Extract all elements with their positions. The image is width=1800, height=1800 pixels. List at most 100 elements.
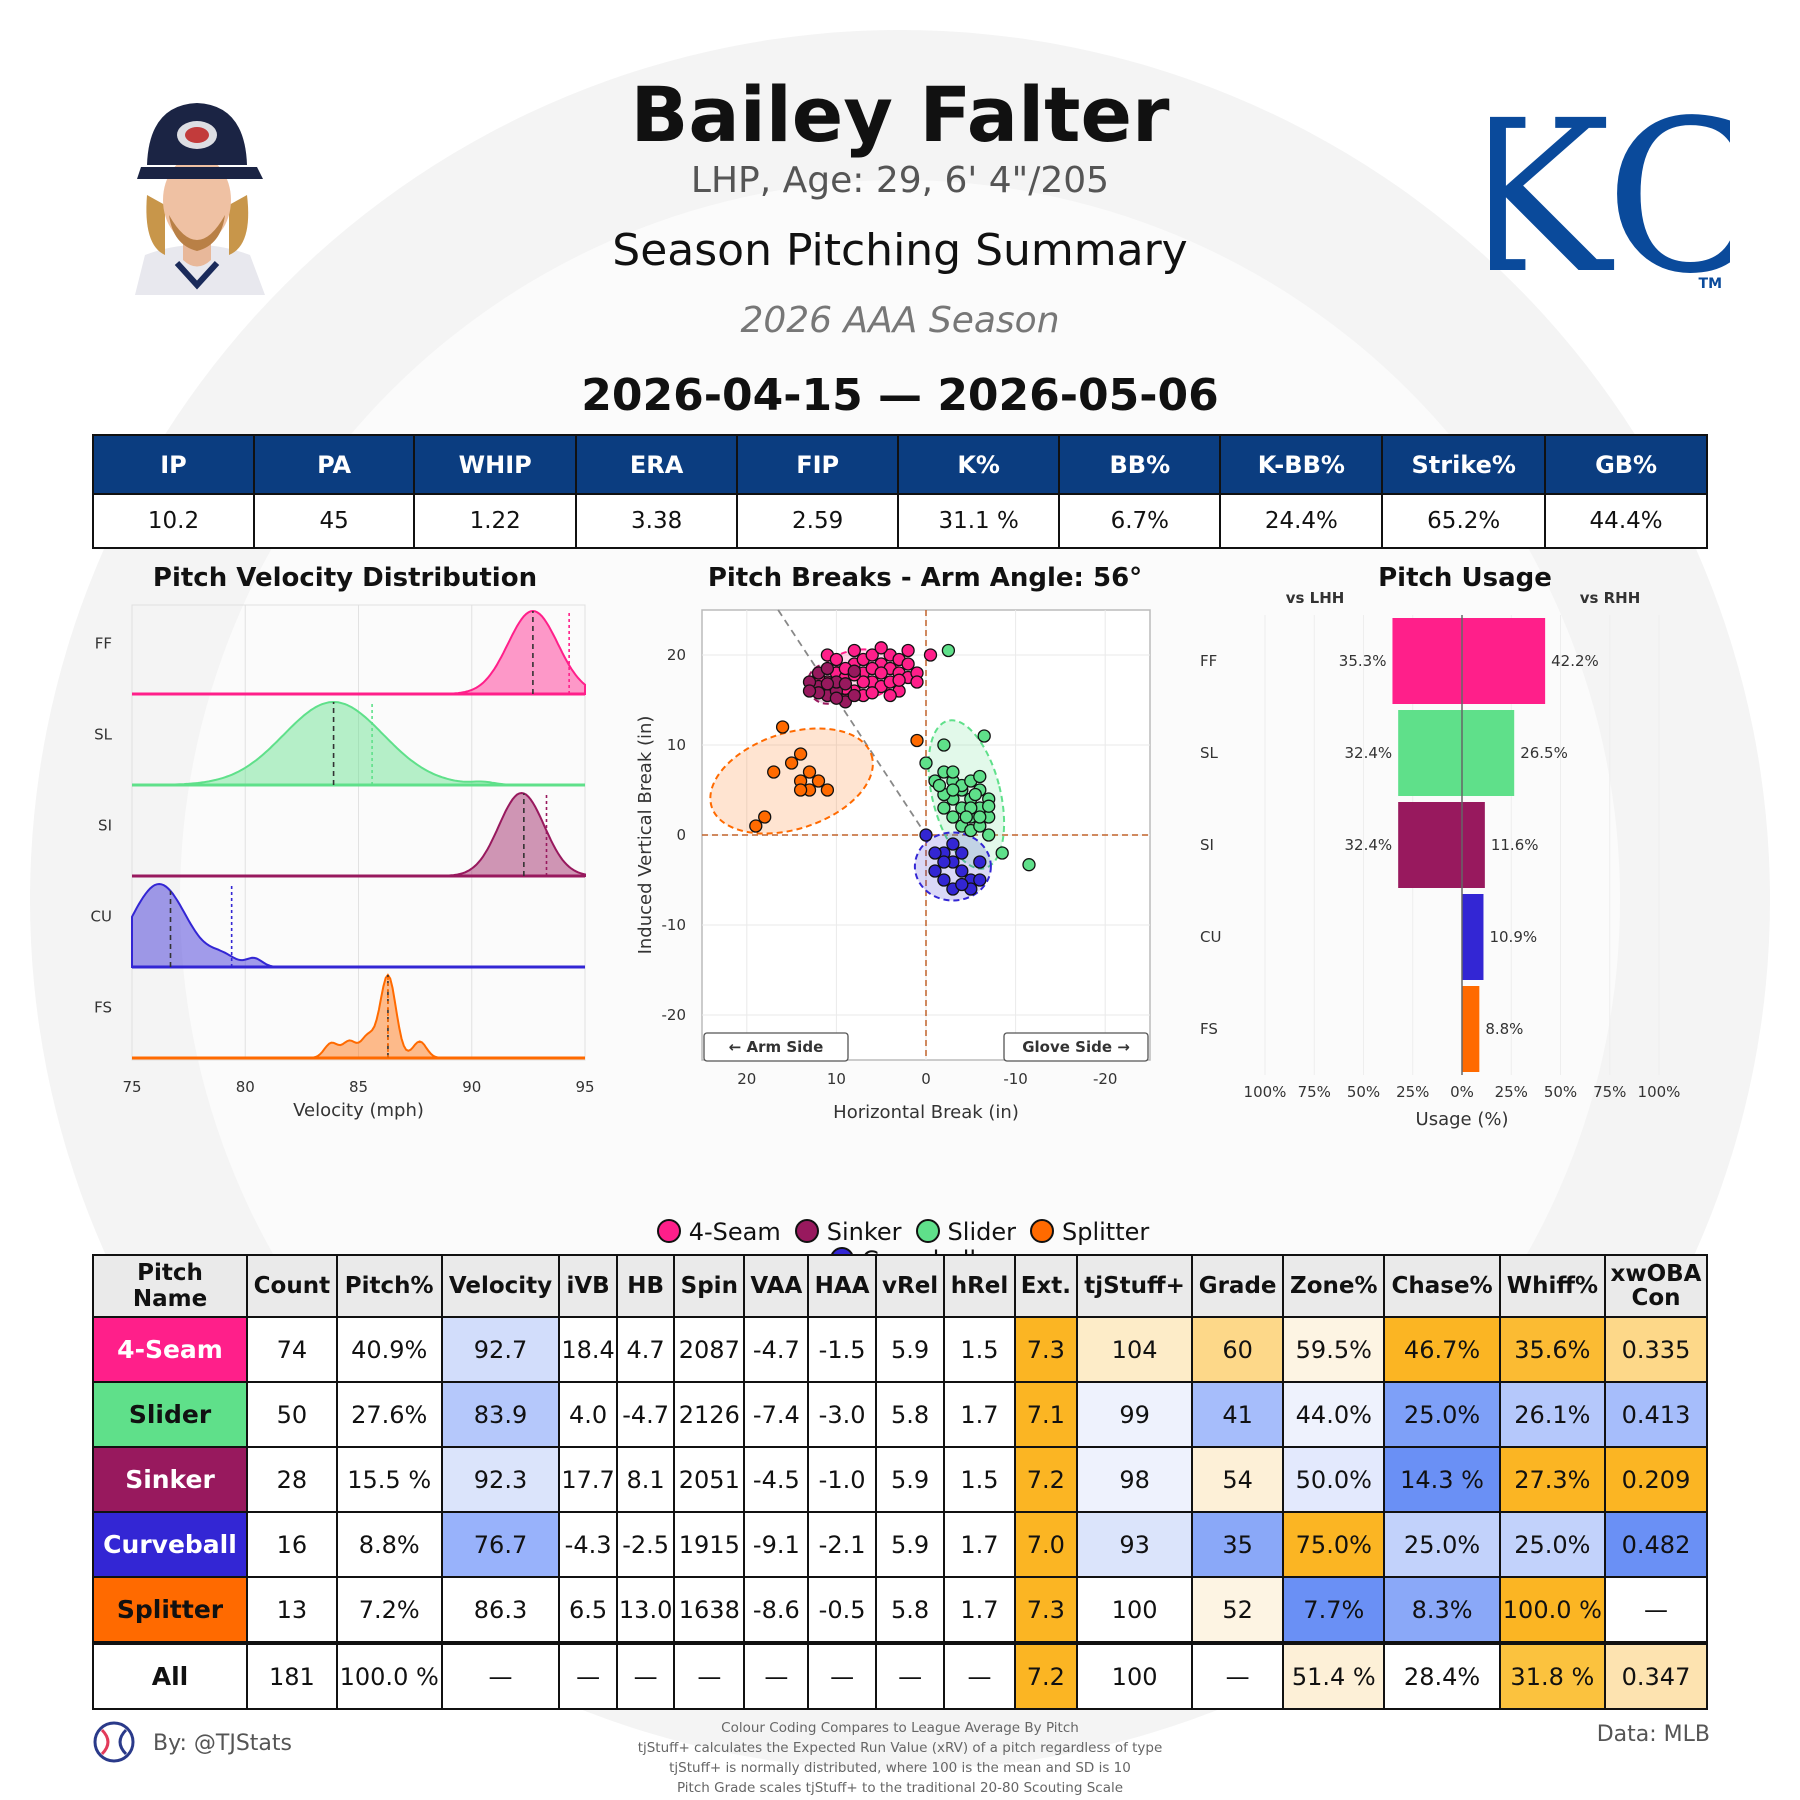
breaks-point-slider — [946, 783, 960, 797]
player-headshot — [125, 95, 270, 295]
stats-header-k-: K% — [897, 434, 1061, 495]
stats-header-whip: WHIP — [413, 434, 578, 495]
velocity-plot-frame — [131, 604, 586, 1061]
table-cell: 27.3% — [1498, 1446, 1607, 1513]
breaks-point-splitter — [758, 810, 772, 824]
table-row: 4-Seam 74 40.9% 92.7 18.4 4.7 2087 -4.7 -1.5 5.9 1… — [92, 1316, 1708, 1383]
pitch-table-header: hRel — [943, 1254, 1016, 1318]
usage-xtick-label: 50% — [1347, 1083, 1380, 1101]
usage-xlabel: Usage (%) — [1416, 1109, 1509, 1130]
stats-header-era: ERA — [575, 434, 739, 495]
table-cell: 1915 — [673, 1511, 746, 1578]
table-cell: 7.7% — [1282, 1576, 1386, 1644]
velocity-xtick-label: 95 — [575, 1078, 594, 1096]
stats-value-strike-: 65.2% — [1381, 493, 1547, 549]
velocity-row-label-ff: FF — [95, 635, 112, 653]
breaks-point-curveball — [955, 864, 969, 878]
breaks-point-4-seam — [829, 652, 844, 667]
usage-bar-rhh-cu — [1462, 894, 1484, 980]
usage-chart: 35.3% 42.2% FF 32.4% 26.5% SL 32.4% 11.6% SI 10.9… — [1200, 589, 1680, 1130]
table-cell: -1.5 — [807, 1316, 877, 1383]
table-cell: 41 — [1191, 1381, 1285, 1448]
usage-xtick-label: 25% — [1396, 1083, 1429, 1101]
breaks-point-slider — [932, 778, 947, 793]
pitch-table-header: Chase% — [1383, 1254, 1501, 1318]
breaks-point-4-seam — [874, 666, 888, 680]
stats-value-k-: 31.1 % — [897, 493, 1061, 549]
table-cell: 5.9 — [874, 1316, 946, 1383]
breaks-point-slider — [968, 787, 982, 802]
footer-note: Pitch Grade scales tjStuff+ to the tradi… — [676, 1780, 1124, 1796]
breaks-point-splitter — [784, 756, 799, 770]
arm-side-label: ← Arm Side — [729, 1038, 824, 1056]
table-cell: 75.0% — [1282, 1511, 1386, 1578]
pitch-table-header: Velocity — [440, 1254, 561, 1318]
table-cell: — — [615, 1641, 676, 1710]
team-logo-tm: TM — [1699, 276, 1722, 292]
pitch-legend: 4-SeamSinkerSliderSplitterCurveball — [580, 1218, 1240, 1274]
table-cell: 28.4% — [1383, 1641, 1501, 1710]
usage-bar-rhh-fs — [1462, 986, 1480, 1072]
table-cell: 7.2 — [1013, 1446, 1079, 1513]
table-cell: 74 — [246, 1316, 338, 1383]
table-cell: 50 — [246, 1381, 338, 1448]
breaks-point-4-seam — [923, 648, 938, 662]
breaks-xtick-label: 20 — [737, 1070, 756, 1088]
breaks-point-slider — [946, 765, 960, 779]
velocity-xlabel: Velocity (mph) — [293, 1100, 424, 1121]
footer-note: tjStuff+ calculates the Expected Run Val… — [637, 1740, 1163, 1756]
breaks-chart-title: Pitch Breaks - Arm Angle: 56° — [707, 563, 1143, 593]
tjstats-logo-icon — [93, 1721, 135, 1763]
breaks-xtick-label: -20 — [1093, 1070, 1118, 1088]
legend-label: Splitter — [1061, 1218, 1150, 1246]
velocity-xtick-label: 80 — [236, 1078, 255, 1096]
pitch-name-cell: 4-Seam — [92, 1316, 248, 1383]
velocity-row-label-cu: CU — [91, 908, 112, 926]
usage-bar-lhh-ff — [1392, 618, 1462, 704]
table-cell: 60 — [1191, 1316, 1285, 1383]
usage-xtick-label: 75% — [1298, 1083, 1331, 1101]
breaks-point-slider — [1022, 858, 1036, 872]
pitch-table-header: Pitch% — [335, 1254, 443, 1318]
usage-bar-rhh-sl — [1462, 710, 1515, 796]
table-row: Slider 50 27.6% 83.9 4.0 -4.7 2126 -7.4 -3.0 5.8 1… — [92, 1381, 1708, 1448]
breaks-point-curveball — [973, 855, 987, 869]
table-cell: — — [1604, 1576, 1708, 1644]
breaks-point-slider — [973, 810, 987, 824]
table-cell: 83.9 — [440, 1381, 561, 1448]
table-cell: 1.5 — [943, 1446, 1016, 1513]
footer-notes: Colour Coding Compares to League Average… — [600, 1718, 1200, 1798]
table-cell: — — [558, 1641, 618, 1710]
table-cell: 76.7 — [440, 1511, 561, 1578]
breaks-point-slider — [959, 810, 973, 824]
table-cell: 2087 — [673, 1316, 746, 1383]
breaks-point-4-seam — [883, 688, 897, 703]
table-row: Sinker 28 15.5 % 92.3 17.7 8.1 2051 -4.5 -1.0 5.9… — [92, 1446, 1708, 1513]
usage-xtick-label: 50% — [1544, 1083, 1577, 1101]
breaks-arm-angle-line — [777, 609, 927, 836]
table-cell: 44.0% — [1282, 1381, 1386, 1448]
pitch-table-header: Count — [246, 1254, 338, 1318]
table-cell: 4.0 — [558, 1381, 618, 1448]
breaks-point-splitter — [767, 765, 781, 779]
breaks-point-sinker — [802, 684, 817, 698]
stats-value-row: 10.2 45 1.22 3.38 2.59 31.1 % 6.7% 24.4% 65.2% 44… — [92, 493, 1708, 549]
breaks-point-4-seam — [901, 657, 915, 671]
table-cell: 181 — [246, 1641, 338, 1710]
legend-label: Sinker — [826, 1218, 902, 1246]
glove-side-box — [1003, 1032, 1149, 1062]
breaks-point-4-seam — [892, 673, 906, 687]
table-cell: 100.0 % — [1498, 1576, 1607, 1644]
velocity-xtick-label: 75 — [122, 1078, 141, 1096]
table-cell: 25.0% — [1498, 1511, 1607, 1578]
breaks-point-splitter — [793, 783, 808, 797]
breaks-ylabel: Induced Vertical Break (in) — [635, 716, 656, 955]
table-cell: -1.0 — [807, 1446, 877, 1513]
season-label: 2026 AAA Season — [740, 300, 1060, 341]
velocity-chart: FF SL SI CU FS 75 80 85 90 95 Velocity (mph) — [91, 604, 595, 1121]
usage-row-label-fs: FS — [1200, 1020, 1218, 1038]
breaks-point-curveball — [955, 846, 969, 860]
breaks-point-4-seam — [901, 643, 915, 658]
summary-title: Season Pitching Summary — [612, 225, 1188, 276]
pitch-name-cell: Splitter — [92, 1576, 248, 1644]
